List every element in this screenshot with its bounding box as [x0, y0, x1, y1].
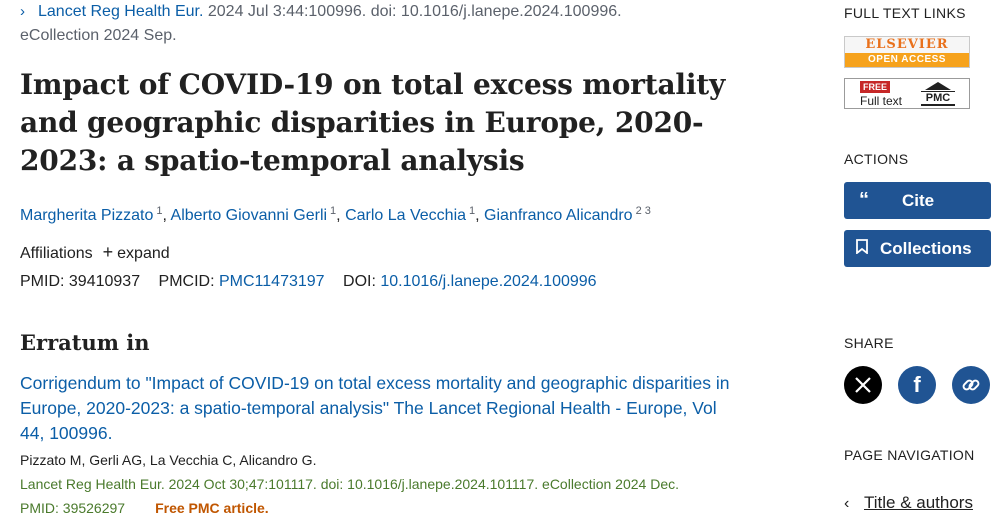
author-affiliation-ref[interactable]: 1 [156, 205, 163, 217]
corrigendum-pmid: PMID: 39526297 [20, 500, 126, 516]
open-access-label: OPEN ACCESS [868, 54, 946, 65]
chevron-right-icon: › [20, 3, 25, 20]
full-text-label: Full text [860, 94, 903, 108]
page-navigation-heading: PAGE NAVIGATION [844, 447, 975, 463]
free-badge: FREE [860, 81, 891, 93]
pmc-logo-text: PMC [921, 91, 955, 106]
page-nav-label: Title & authors [864, 493, 973, 512]
corrigendum-pmid-row: PMID: 39526297 Free PMC article. [20, 496, 810, 520]
share-buttons: f [844, 366, 990, 404]
corrigendum-link[interactable]: Corrigendum to "Impact of COVID-19 on to… [20, 373, 730, 443]
chevron-left-icon: ‹ [844, 495, 850, 512]
author-list: Margherita Pizzato 1, Alberto Giovanni Ge… [20, 205, 651, 224]
author-affiliation-ref[interactable]: 2 3 [635, 205, 651, 217]
collections-button[interactable]: Collections [844, 230, 991, 267]
pmid-label: PMID: [20, 273, 65, 290]
author-link[interactable]: Carlo La Vecchia [345, 207, 467, 224]
article-identifiers: PMID: 39410937 PMCID: PMC11473197 DOI: 1… [20, 271, 810, 293]
pmcid-label: PMCID: [158, 273, 215, 290]
article-title: Impact of COVID-19 on total excess morta… [20, 68, 726, 177]
actions-heading: ACTIONS [844, 151, 909, 167]
corrigendum-citation: Lancet Reg Health Eur. 2024 Oct 30;47:10… [20, 476, 680, 492]
elsevier-open-access-link[interactable]: ELSEVIER OPEN ACCESS [844, 36, 970, 68]
cite-label: Cite [902, 190, 935, 210]
journal-link[interactable]: Lancet Reg Health Eur. [38, 3, 204, 20]
x-logo-icon[interactable] [844, 366, 882, 404]
affiliations-label: Affiliations [20, 245, 93, 262]
pmid-value: 39410937 [68, 273, 141, 290]
author-affiliation-ref[interactable]: 1 [330, 205, 337, 217]
cite-button[interactable]: “ Cite [844, 182, 991, 219]
erratum-heading: Erratum in [20, 330, 150, 355]
affiliations-expand-button[interactable]: expand [117, 245, 170, 262]
pmc-full-text-link[interactable]: FREE Full text PMC [844, 78, 970, 109]
affiliations-row: Affiliations + expand [20, 241, 810, 265]
facebook-icon[interactable]: f [898, 366, 936, 404]
author-link[interactable]: Alberto Giovanni Gerli [170, 207, 328, 224]
pmcid-link[interactable]: PMC11473197 [219, 273, 325, 290]
article-citation: › Lancet Reg Health Eur. 2024 Jul 3:44:10… [20, 0, 810, 24]
full-text-links-heading: FULL TEXT LINKS [844, 5, 966, 21]
elsevier-logo: ELSEVIER [845, 37, 969, 53]
doi-link[interactable]: 10.1016/j.lanepe.2024.100996 [380, 273, 597, 290]
page-nav-title-authors[interactable]: ‹ Title & authors [844, 493, 973, 513]
citation-line2: eCollection 2024 Sep. [20, 27, 177, 44]
pmc-logo-icon: PMC [921, 82, 955, 106]
free-pmc-badge: Free PMC article. [155, 500, 269, 516]
corrigendum-authors: Pizzato M, Gerli AG, La Vecchia C, Alica… [20, 452, 317, 468]
bookmark-icon [844, 237, 880, 260]
author-affiliation-ref[interactable]: 1 [469, 205, 476, 217]
link-icon[interactable] [952, 366, 990, 404]
author-link[interactable]: Gianfranco Alicandro [484, 207, 633, 224]
author-link[interactable]: Margherita Pizzato [20, 207, 154, 224]
doi-label: DOI: [343, 273, 376, 290]
plus-icon[interactable]: + [102, 242, 114, 262]
article-main: › Lancet Reg Health Eur. 2024 Jul 3:44:10… [20, 0, 810, 520]
quote-icon: “ [859, 189, 869, 211]
collections-label: Collections [880, 238, 972, 258]
citation-details: 2024 Jul 3:44:100996. doi: 10.1016/j.lan… [203, 3, 622, 20]
share-heading: SHARE [844, 335, 894, 351]
